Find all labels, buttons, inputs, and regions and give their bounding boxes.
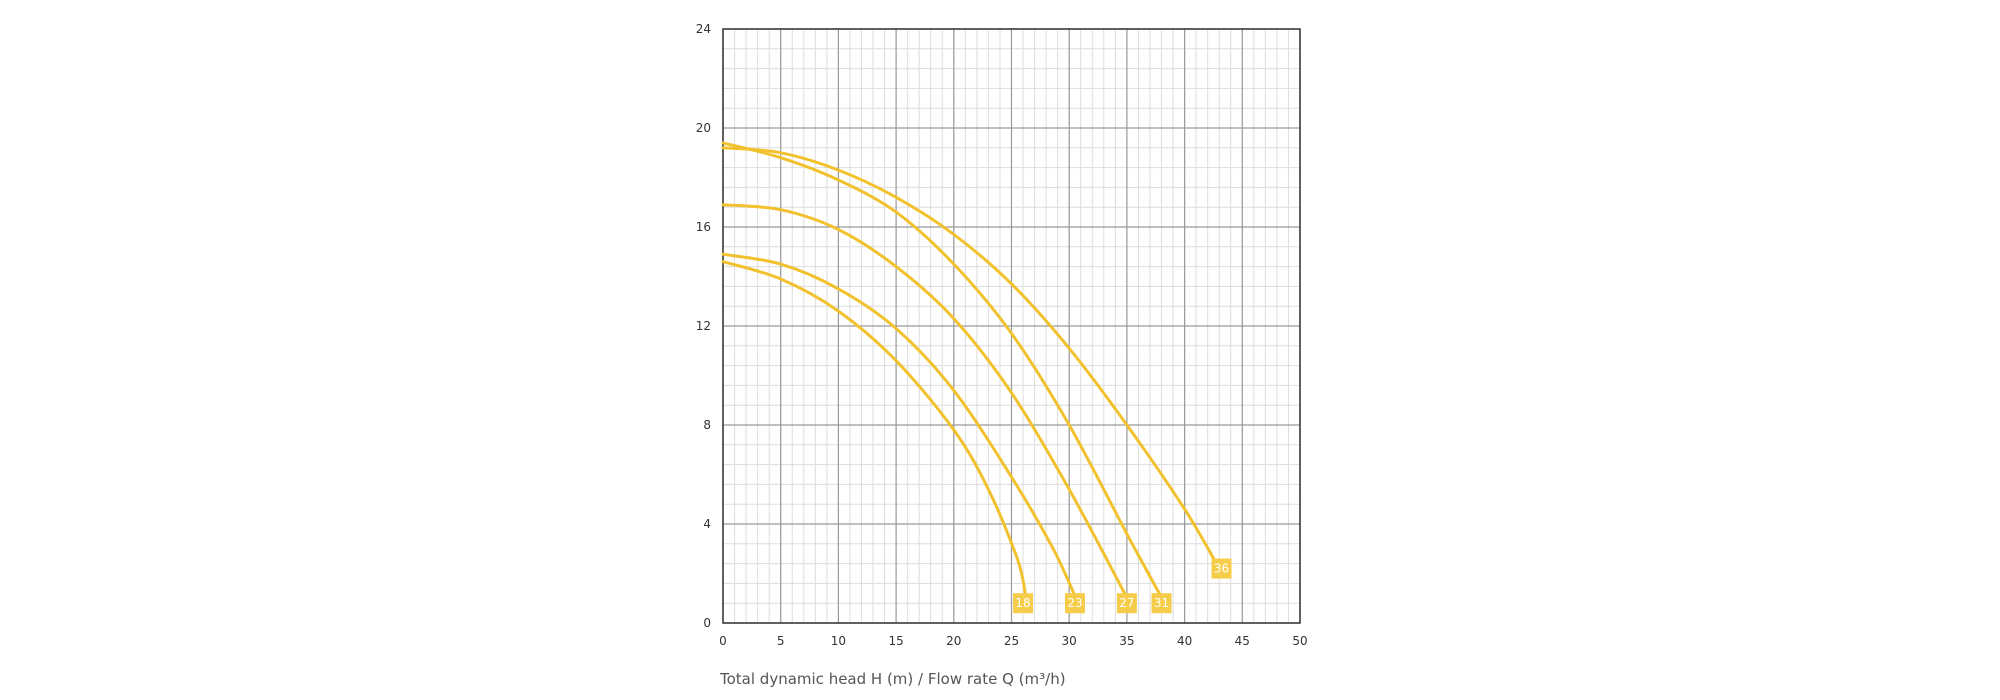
y-tick-label: 16 <box>696 220 711 234</box>
curve-label-box-36 <box>1211 558 1232 579</box>
pump-curve-31 <box>721 141 1161 595</box>
plot-area-frame <box>722 28 1301 624</box>
x-tick-label: 30 <box>1062 634 1077 648</box>
y-tick-label: 4 <box>703 517 711 531</box>
curve-label-31: 31 <box>1154 596 1169 610</box>
x-tick-label: 50 <box>1292 634 1307 648</box>
curve-label-23: 23 <box>1067 596 1082 610</box>
y-tick-label: 24 <box>696 22 711 36</box>
x-axis-tick-labels: 0 5 10 15 20 25 30 35 40 45 50 <box>719 634 1307 648</box>
curve-label-box-31 <box>1151 593 1172 614</box>
x-tick-label: 0 <box>719 634 727 648</box>
pump-curve-36 <box>721 146 1221 570</box>
y-tick-label: 20 <box>696 121 711 135</box>
x-tick-label: 40 <box>1177 634 1192 648</box>
y-tick-label: 0 <box>703 616 711 630</box>
x-tick-label: 20 <box>946 634 961 648</box>
x-tick-label: 15 <box>888 634 903 648</box>
x-tick-label: 45 <box>1235 634 1250 648</box>
pump-curve-27 <box>721 203 1127 595</box>
major-gridlines <box>722 28 1301 624</box>
curve-labels: 18 23 27 31 36 <box>1013 558 1232 614</box>
x-tick-label: 35 <box>1119 634 1134 648</box>
x-tick-label: 10 <box>831 634 846 648</box>
x-axis-label: Total dynamic head H (m) / Flow rate Q (… <box>719 670 1066 688</box>
y-axis-tick-labels: 0 4 8 12 16 20 24 <box>696 22 711 630</box>
curve-label-36: 36 <box>1214 562 1229 576</box>
curve-label-box-27 <box>1116 593 1137 614</box>
curve-label-27: 27 <box>1119 596 1134 610</box>
pump-curve-18 <box>721 260 1027 595</box>
curve-label-box-18 <box>1013 593 1034 614</box>
curve-label-box-23 <box>1064 593 1085 614</box>
curve-label-18: 18 <box>1015 596 1030 610</box>
y-tick-label: 8 <box>703 418 711 432</box>
pump-curves <box>721 141 1221 595</box>
x-tick-label: 25 <box>1004 634 1019 648</box>
x-tick-label: 5 <box>777 634 785 648</box>
pump-curve-23 <box>721 252 1076 595</box>
y-tick-label: 12 <box>696 319 711 333</box>
